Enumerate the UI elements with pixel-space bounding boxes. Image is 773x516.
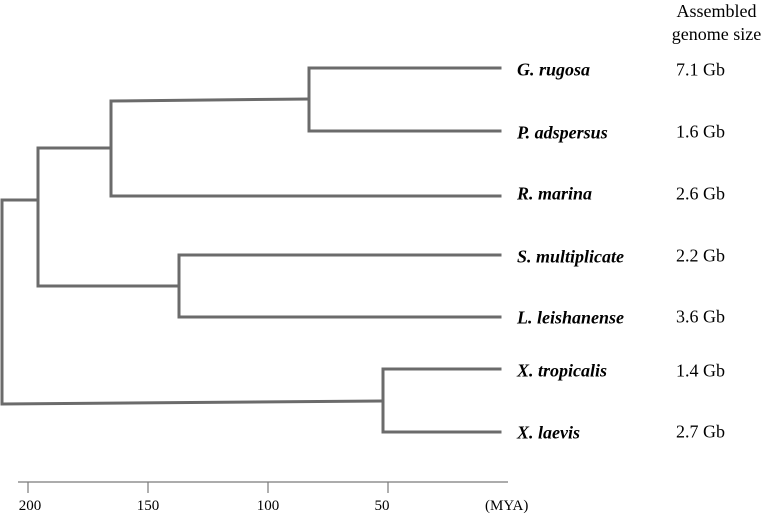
genome-size-header-line1: Assembled	[676, 1, 757, 21]
axis-tick-label-100: 100	[256, 498, 280, 514]
genome-size-x-tropicalis: 1.4 Gb	[676, 360, 725, 381]
branch-gr-pa-stem	[109, 97, 311, 103]
branch-xenopus-stem	[0, 399, 385, 406]
genome-size-g-rugosa: 7.1 Gb	[676, 59, 725, 80]
species-label-p-adspersus: P. adspersus	[517, 122, 608, 143]
genome-size-s-multiplicate: 2.2 Gb	[676, 245, 725, 266]
axis-tick-label-150: 150	[136, 498, 160, 514]
species-label-x-tropicalis: X. tropicalis	[517, 360, 608, 381]
genome-size-header: Assembled genome size	[660, 0, 773, 46]
genome-size-p-adspersus: 1.6 Gb	[676, 121, 725, 142]
genome-size-x-laevis: 2.7 Gb	[676, 421, 725, 442]
axis-unit-label: (MYA)	[485, 498, 529, 514]
genome-size-r-marina: 2.6 Gb	[676, 183, 725, 204]
species-label-x-laevis: X. laevis	[517, 422, 580, 443]
species-label-s-multiplicate: S. multiplicate	[517, 246, 625, 267]
axis-tick-label-200: 200	[18, 498, 42, 514]
genome-size-header-line2: genome size	[671, 24, 762, 44]
species-label-l-leishanense: L. leishanense	[517, 307, 625, 328]
axis-tick-label-50: 50	[374, 498, 390, 514]
species-label-r-marina: R. marina	[517, 183, 593, 204]
genome-size-l-leishanense: 3.6 Gb	[676, 306, 725, 327]
species-label-g-rugosa: G. rugosa	[517, 59, 591, 80]
